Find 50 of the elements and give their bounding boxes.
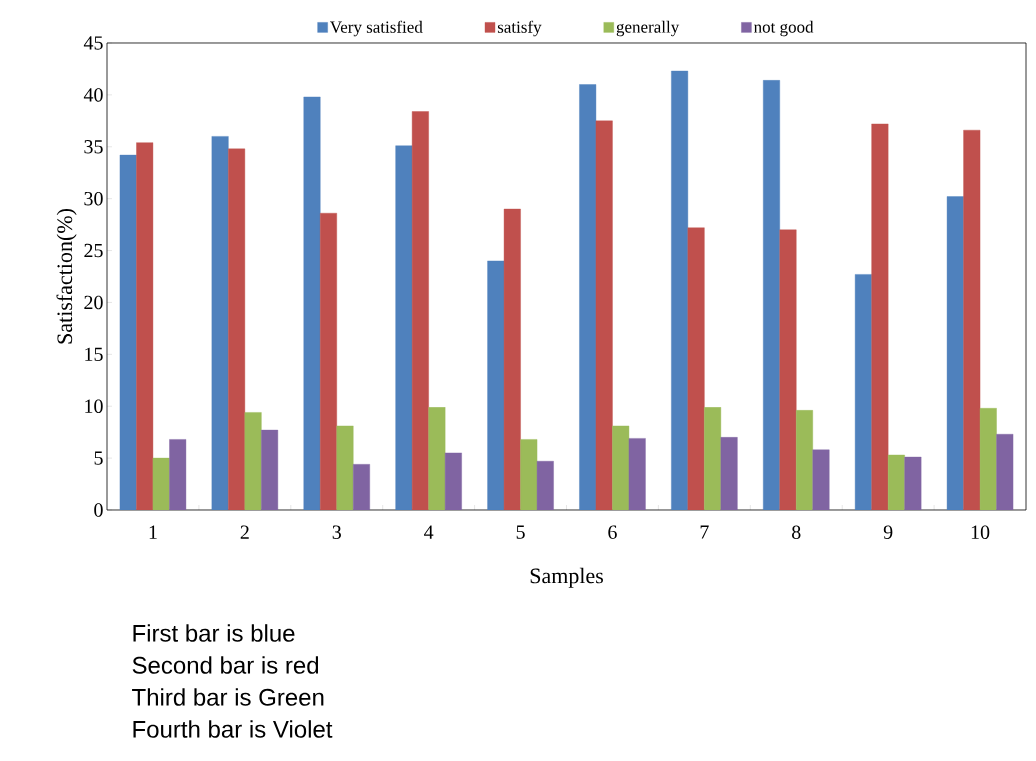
bar <box>887 454 905 510</box>
bar <box>244 412 262 510</box>
x-tick-label: 3 <box>332 525 341 539</box>
bar <box>228 148 246 510</box>
bar <box>320 213 337 510</box>
bar <box>152 457 170 510</box>
bar <box>796 410 813 510</box>
text: Fourth bar is Violet <box>133 720 333 738</box>
bar <box>963 129 981 510</box>
bar <box>503 208 521 510</box>
text: Third bar is Green <box>132 688 324 706</box>
bar <box>612 425 630 510</box>
bar <box>520 439 538 510</box>
bar <box>136 142 154 510</box>
y-tick-label: 25 <box>84 243 103 258</box>
legend-label: satisfy <box>497 20 542 37</box>
y-tick-label: 5 <box>94 451 103 465</box>
bar <box>428 407 446 510</box>
y-axis-title: Satisfaction(%) <box>56 209 77 344</box>
x-axis-title: Samples <box>530 567 603 588</box>
x-tick-label: 9 <box>883 525 893 539</box>
bar <box>704 407 722 510</box>
text: First bar is blue <box>133 624 295 642</box>
y-tick-label: 10 <box>85 399 103 413</box>
y-tick-label: 40 <box>83 88 103 102</box>
y-tick-label: 45 <box>83 36 103 50</box>
y-tick-label: 0 <box>94 503 103 517</box>
legend-label: Very satisfied <box>330 20 423 37</box>
bar <box>779 229 797 510</box>
x-tick-label: 5 <box>516 525 525 539</box>
bar <box>595 120 613 510</box>
y-tick-label: 15 <box>85 347 103 362</box>
x-tick-label: 1 <box>149 525 157 539</box>
bar <box>871 123 889 510</box>
legend-label: generally <box>616 20 680 37</box>
bar <box>979 408 997 510</box>
x-tick-label: 7 <box>700 525 709 539</box>
y-tick-label: 20 <box>84 295 103 310</box>
x-tick-label: 8 <box>792 525 801 540</box>
bar <box>687 227 705 510</box>
legend-label: not good <box>753 20 814 37</box>
x-tick-label: 10 <box>971 525 990 540</box>
y-tick-label: 35 <box>84 140 103 154</box>
text: Second bar is red <box>132 656 319 674</box>
x-tick-label: 2 <box>240 525 249 539</box>
bar <box>411 111 429 510</box>
bar <box>336 425 354 510</box>
x-tick-label: 6 <box>608 525 617 539</box>
y-tick-label: 30 <box>84 191 103 206</box>
x-tick-label: 4 <box>424 525 434 539</box>
